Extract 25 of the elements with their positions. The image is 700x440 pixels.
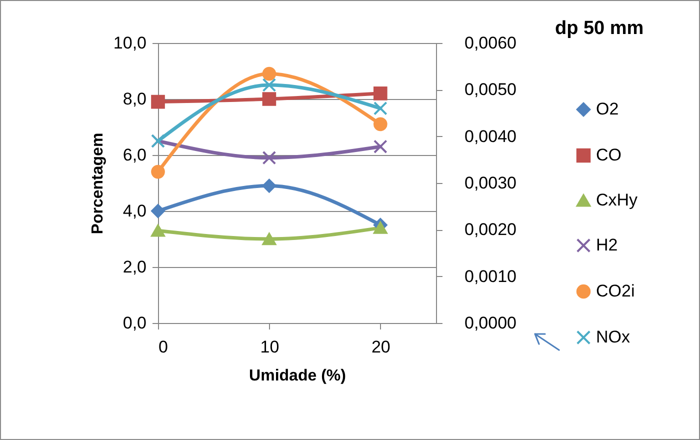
y-axis-title: Porcentagem	[89, 132, 106, 234]
legend-label: CO	[596, 146, 622, 164]
y-tick-label: 4,0	[122, 202, 146, 220]
y-tick-label: 6,0	[122, 146, 146, 164]
legend-label: O2	[596, 100, 619, 118]
y2-tick-label: 0,0040	[464, 126, 516, 146]
y2-tick-label: 0,0050	[464, 80, 516, 100]
legend-label: CO2i	[596, 282, 635, 300]
y-tick-label: 10,0	[113, 34, 146, 52]
y-tick-label: 0,0	[122, 314, 146, 332]
y2-tick-label: 0,0060	[464, 34, 516, 52]
x-tick-label: 0	[158, 338, 168, 356]
legend-label: CxHy	[596, 190, 638, 210]
y2-tick-label: 0,0020	[464, 220, 516, 240]
x-tick-label: 20	[371, 338, 390, 356]
text: dp 50 mm	[555, 18, 644, 39]
legend-label: NOx	[596, 328, 630, 346]
x-tick-label: 10	[260, 338, 280, 356]
legend-label: H2	[596, 236, 618, 254]
y-tick-label: 8,0	[122, 90, 146, 108]
y2-tick-label: 0,0030	[464, 174, 516, 192]
y2-tick-label: 0,0000	[464, 314, 516, 332]
y-tick-label: 2,0	[122, 258, 146, 276]
y2-tick-label: 0,0010	[464, 266, 516, 286]
x-axis-title: Umidade (%)	[249, 368, 346, 384]
